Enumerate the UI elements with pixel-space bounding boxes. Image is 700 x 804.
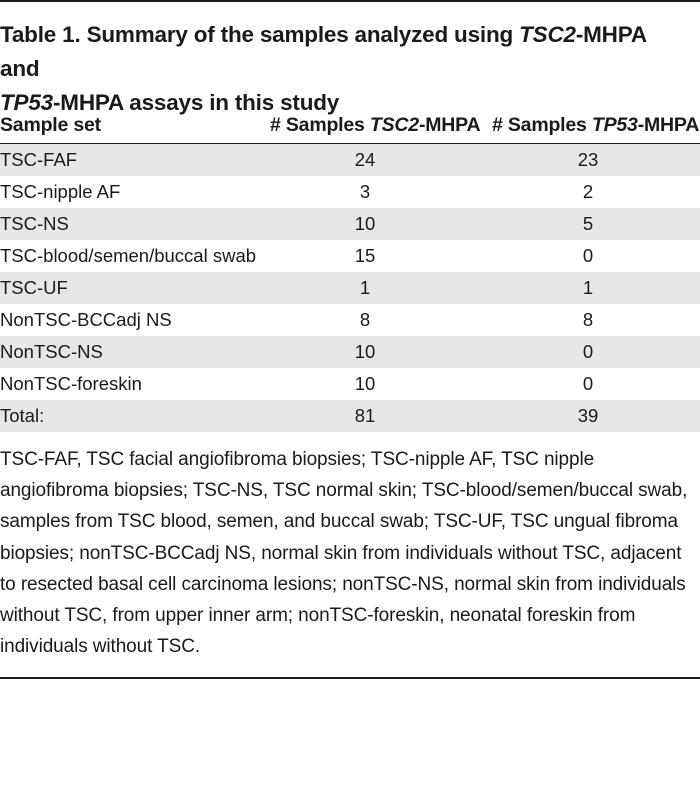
cell-sample-set: TSC-blood/semen/buccal swab (0, 245, 257, 266)
cell-sample-set: TSC-FAF (0, 149, 78, 170)
cell-tp53-count: 39 (577, 405, 599, 426)
samples-table: Sample set # Samples TSC2-MHPA # Samples… (0, 108, 700, 432)
title-part-1: Table 1. Summary of the samples analyzed… (0, 22, 520, 47)
table-row: TSC-FAF 24 23 (0, 144, 700, 176)
header-tsc2-gene: TSC2 (369, 114, 419, 136)
table-header: Sample set # Samples TSC2-MHPA # Samples… (0, 108, 700, 144)
title-part-3: -MHPA assays in this study (52, 90, 340, 115)
cell-sample-set: Total: (0, 405, 45, 426)
cell-tsc2-count: 81 (354, 405, 376, 426)
header-tp53-suffix: -MHPA (637, 114, 700, 136)
header-tsc2-suffix: -MHPA (418, 114, 481, 136)
cell-tp53-count: 0 (582, 341, 594, 362)
cell-sample-set: NonTSC-foreskin (0, 373, 142, 394)
cell-tp53-count: 2 (582, 181, 594, 202)
header-tp53-samples: # Samples TP53-MHPA (492, 114, 699, 137)
cell-tsc2-count: 24 (354, 149, 376, 170)
top-rule (0, 0, 700, 2)
cell-tsc2-count: 8 (359, 309, 371, 330)
title-part-2: -MHPA and (0, 22, 647, 81)
cell-tsc2-count: 10 (354, 213, 376, 234)
cell-tsc2-count: 1 (359, 277, 371, 298)
title-gene-2: TP53 (0, 90, 53, 115)
cell-sample-set: NonTSC-NS (0, 341, 103, 362)
cell-tp53-count: 8 (582, 309, 594, 330)
cell-sample-set: NonTSC-BCCadj NS (0, 309, 172, 330)
header-tp53-prefix: # Samples (492, 114, 592, 136)
header-tp53-gene: TP53 (591, 114, 638, 136)
table-row: TSC-nipple AF 3 2 (0, 176, 700, 208)
header-tsc2-samples: # Samples TSC2-MHPA (270, 114, 481, 137)
table-row: NonTSC-NS 10 0 (0, 336, 700, 368)
cell-tsc2-count: 10 (354, 341, 376, 362)
table-row: TSC-UF 1 1 (0, 272, 700, 304)
cell-tp53-count: 0 (582, 245, 594, 266)
cell-tsc2-count: 10 (354, 373, 376, 394)
table-row: NonTSC-BCCadj NS 8 8 (0, 304, 700, 336)
title-gene-1: TSC2 (519, 22, 576, 47)
cell-tp53-count: 23 (577, 149, 599, 170)
cell-sample-set: TSC-NS (0, 213, 69, 234)
header-tsc2-prefix: # Samples (270, 114, 370, 136)
table-row: TSC-blood/semen/buccal swab 15 0 (0, 240, 700, 272)
cell-sample-set: TSC-nipple AF (0, 181, 121, 202)
cell-tp53-count: 0 (582, 373, 594, 394)
header-sample-set: Sample set (0, 114, 101, 136)
cell-tsc2-count: 15 (354, 245, 376, 266)
table-row-total: Total: 81 39 (0, 400, 700, 432)
cell-sample-set: TSC-UF (0, 277, 68, 298)
cell-tsc2-count: 3 (359, 181, 371, 202)
table-title: Table 1. Summary of the samples analyzed… (0, 18, 690, 120)
table-row: TSC-NS 10 5 (0, 208, 700, 240)
table-footnote: TSC-FAF, TSC facial angiofibroma biopsie… (0, 449, 688, 658)
cell-tp53-count: 1 (582, 277, 594, 298)
bottom-rule (0, 677, 700, 679)
table-row: NonTSC-foreskin 10 0 (0, 368, 700, 400)
cell-tp53-count: 5 (582, 213, 594, 234)
